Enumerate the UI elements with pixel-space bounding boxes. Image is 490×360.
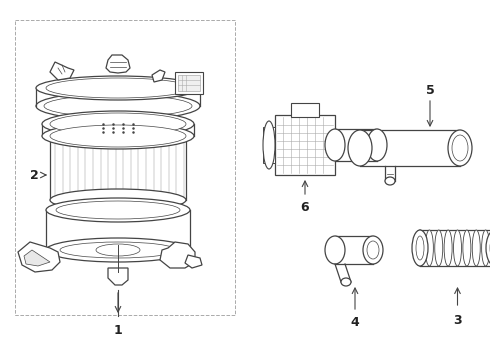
Ellipse shape [46,198,190,222]
Ellipse shape [416,236,424,260]
Ellipse shape [60,242,176,258]
Ellipse shape [42,111,194,137]
Ellipse shape [472,230,480,266]
Ellipse shape [36,92,200,120]
Polygon shape [50,62,74,80]
Bar [263,127,275,141]
Ellipse shape [50,113,186,135]
Ellipse shape [348,130,372,166]
Bar [291,103,319,117]
Ellipse shape [325,129,345,161]
Text: 2: 2 [29,168,38,181]
Ellipse shape [435,230,443,266]
Polygon shape [106,55,130,73]
Ellipse shape [56,201,180,219]
Text: 6: 6 [301,201,309,213]
Bar [175,72,203,94]
Polygon shape [24,250,50,266]
Ellipse shape [46,78,190,98]
Ellipse shape [486,230,490,266]
Ellipse shape [482,230,490,266]
Polygon shape [185,255,202,268]
Ellipse shape [448,130,472,166]
Ellipse shape [44,95,192,117]
Ellipse shape [50,189,186,211]
Bar [263,151,275,163]
Polygon shape [160,242,195,268]
Ellipse shape [367,129,387,161]
Ellipse shape [325,236,345,264]
Ellipse shape [414,230,426,266]
Text: 1: 1 [114,324,122,337]
Ellipse shape [96,244,140,256]
Ellipse shape [444,230,452,266]
Ellipse shape [452,135,468,161]
Ellipse shape [463,230,471,266]
Ellipse shape [412,230,428,266]
Text: 4: 4 [351,315,359,328]
Text: 3: 3 [453,314,462,327]
Ellipse shape [425,230,433,266]
Ellipse shape [367,241,379,259]
Text: 5: 5 [426,84,434,96]
Ellipse shape [385,177,395,185]
Bar [15,20,235,315]
Bar [275,115,335,175]
Polygon shape [108,268,128,285]
Polygon shape [152,70,165,82]
Ellipse shape [363,236,383,264]
Ellipse shape [341,278,351,286]
Bar [178,75,200,91]
Ellipse shape [454,230,462,266]
Ellipse shape [42,123,194,149]
Ellipse shape [50,125,186,147]
Polygon shape [18,242,60,272]
Ellipse shape [46,238,190,262]
Ellipse shape [36,76,200,100]
Ellipse shape [263,121,275,169]
